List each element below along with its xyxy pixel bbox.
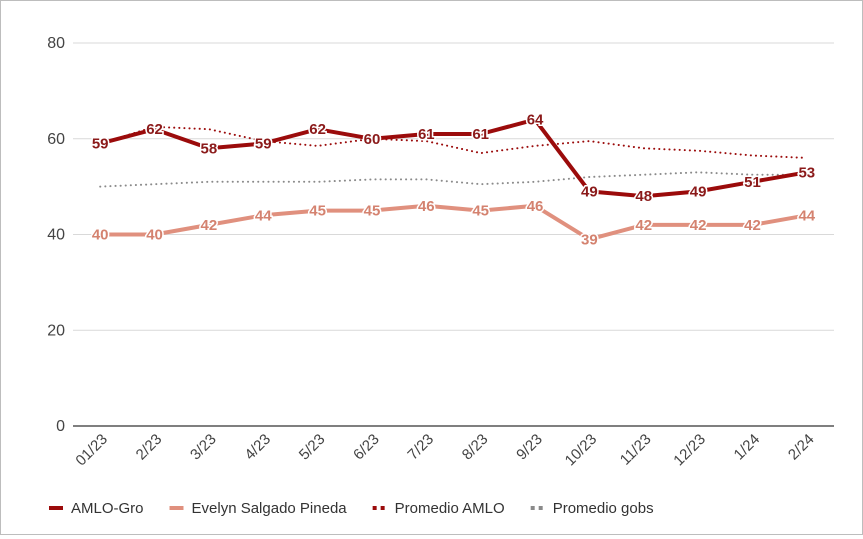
x-tick-label: 1/24 (731, 431, 764, 464)
legend-item-amlo-gro: AMLO-Gro (49, 500, 144, 517)
data-label-amlo-gro: 64 (527, 112, 544, 129)
y-axis: 0 20 40 60 80 (47, 35, 65, 435)
data-label-evelyn-salgado-pineda: 42 (690, 217, 707, 234)
series-line-amlo-gro (99, 117, 808, 199)
x-tick-label: 6/23 (350, 431, 383, 464)
data-label-amlo-gro: 58 (201, 140, 218, 157)
data-label-amlo-gro: 61 (418, 126, 435, 143)
y-tick-label: 80 (47, 35, 65, 52)
series-group (99, 117, 808, 242)
legend: AMLO-Gro Evelyn Salgado Pineda Promedio AM… (49, 500, 654, 517)
data-label-amlo-gro: 51 (744, 174, 761, 191)
data-label-amlo-gro: 53 (798, 164, 815, 181)
legend-label: Promedio gobs (553, 500, 654, 517)
x-tick-label: 10/23 (562, 431, 601, 470)
data-label-evelyn-salgado-pineda: 40 (146, 227, 163, 244)
series-line-promedio-amlo (99, 125, 808, 159)
x-tick-label: 11/23 (617, 431, 655, 469)
x-tick-label: 2/24 (785, 431, 818, 464)
data-label-amlo-gro: 61 (472, 126, 489, 143)
grid (73, 42, 834, 427)
legend-item-evelyn-salgado-pineda: Evelyn Salgado Pineda (169, 500, 348, 517)
data-label-evelyn-salgado-pineda: 46 (418, 198, 435, 215)
legend-label: Evelyn Salgado Pineda (192, 500, 348, 517)
data-label-evelyn-salgado-pineda: 44 (255, 207, 272, 224)
data-label-amlo-gro: 62 (146, 121, 163, 138)
x-tick-label: 3/23 (187, 431, 220, 464)
x-tick-label: 9/23 (513, 431, 546, 464)
data-label-amlo-gro: 49 (690, 183, 707, 200)
data-label-evelyn-salgado-pineda: 42 (635, 217, 652, 234)
x-tick-label: 12/23 (670, 431, 709, 470)
x-tick-label: 8/23 (459, 431, 492, 464)
data-label-evelyn-salgado-pineda: 46 (527, 198, 544, 215)
data-label-evelyn-salgado-pineda: 42 (201, 217, 218, 234)
y-tick-label: 20 (47, 322, 65, 339)
series-line-promedio-gobs (99, 171, 808, 188)
data-label-evelyn-salgado-pineda: 40 (92, 227, 109, 244)
legend-item-promedio-gobs: Promedio gobs (530, 500, 654, 517)
x-tick-label: 4/23 (241, 431, 274, 464)
data-label-evelyn-salgado-pineda: 44 (798, 207, 815, 224)
data-label-evelyn-salgado-pineda: 45 (364, 203, 381, 220)
data-label-amlo-gro: 48 (635, 188, 652, 205)
data-label-amlo-gro: 60 (364, 131, 381, 148)
y-tick-label: 60 (47, 131, 65, 148)
legend-label: Promedio AMLO (395, 500, 505, 517)
data-label-amlo-gro: 62 (309, 121, 326, 138)
legend-label: AMLO-Gro (71, 500, 144, 517)
data-label-amlo-gro: 59 (255, 136, 272, 153)
data-label-evelyn-salgado-pineda: 39 (581, 231, 598, 248)
data-label-amlo-gro: 59 (92, 136, 109, 153)
y-tick-label: 40 (47, 227, 65, 244)
data-label-evelyn-salgado-pineda: 45 (472, 203, 489, 220)
legend-item-promedio-amlo: Promedio AMLO (372, 500, 505, 517)
x-tick-label: 5/23 (296, 431, 329, 464)
data-labels: 59 62 58 59 62 60 61 61 64 49 48 49 51 53 40 40 42 44 45 45… (90, 110, 817, 250)
x-tick-label: 7/23 (404, 431, 437, 464)
y-tick-label: 0 (56, 418, 65, 435)
x-axis: 01/23 2/23 3/23 4/23 5/23 6/23 7/23 8/23 9/23 10/… (72, 431, 817, 470)
data-label-amlo-gro: 49 (581, 183, 598, 200)
data-label-evelyn-salgado-pineda: 42 (744, 217, 761, 234)
x-tick-label: 01/23 (72, 431, 111, 470)
data-label-evelyn-salgado-pineda: 45 (309, 203, 326, 220)
series-line-evelyn-salgado-pineda (100, 203, 808, 242)
x-tick-label: 2/23 (133, 431, 166, 464)
